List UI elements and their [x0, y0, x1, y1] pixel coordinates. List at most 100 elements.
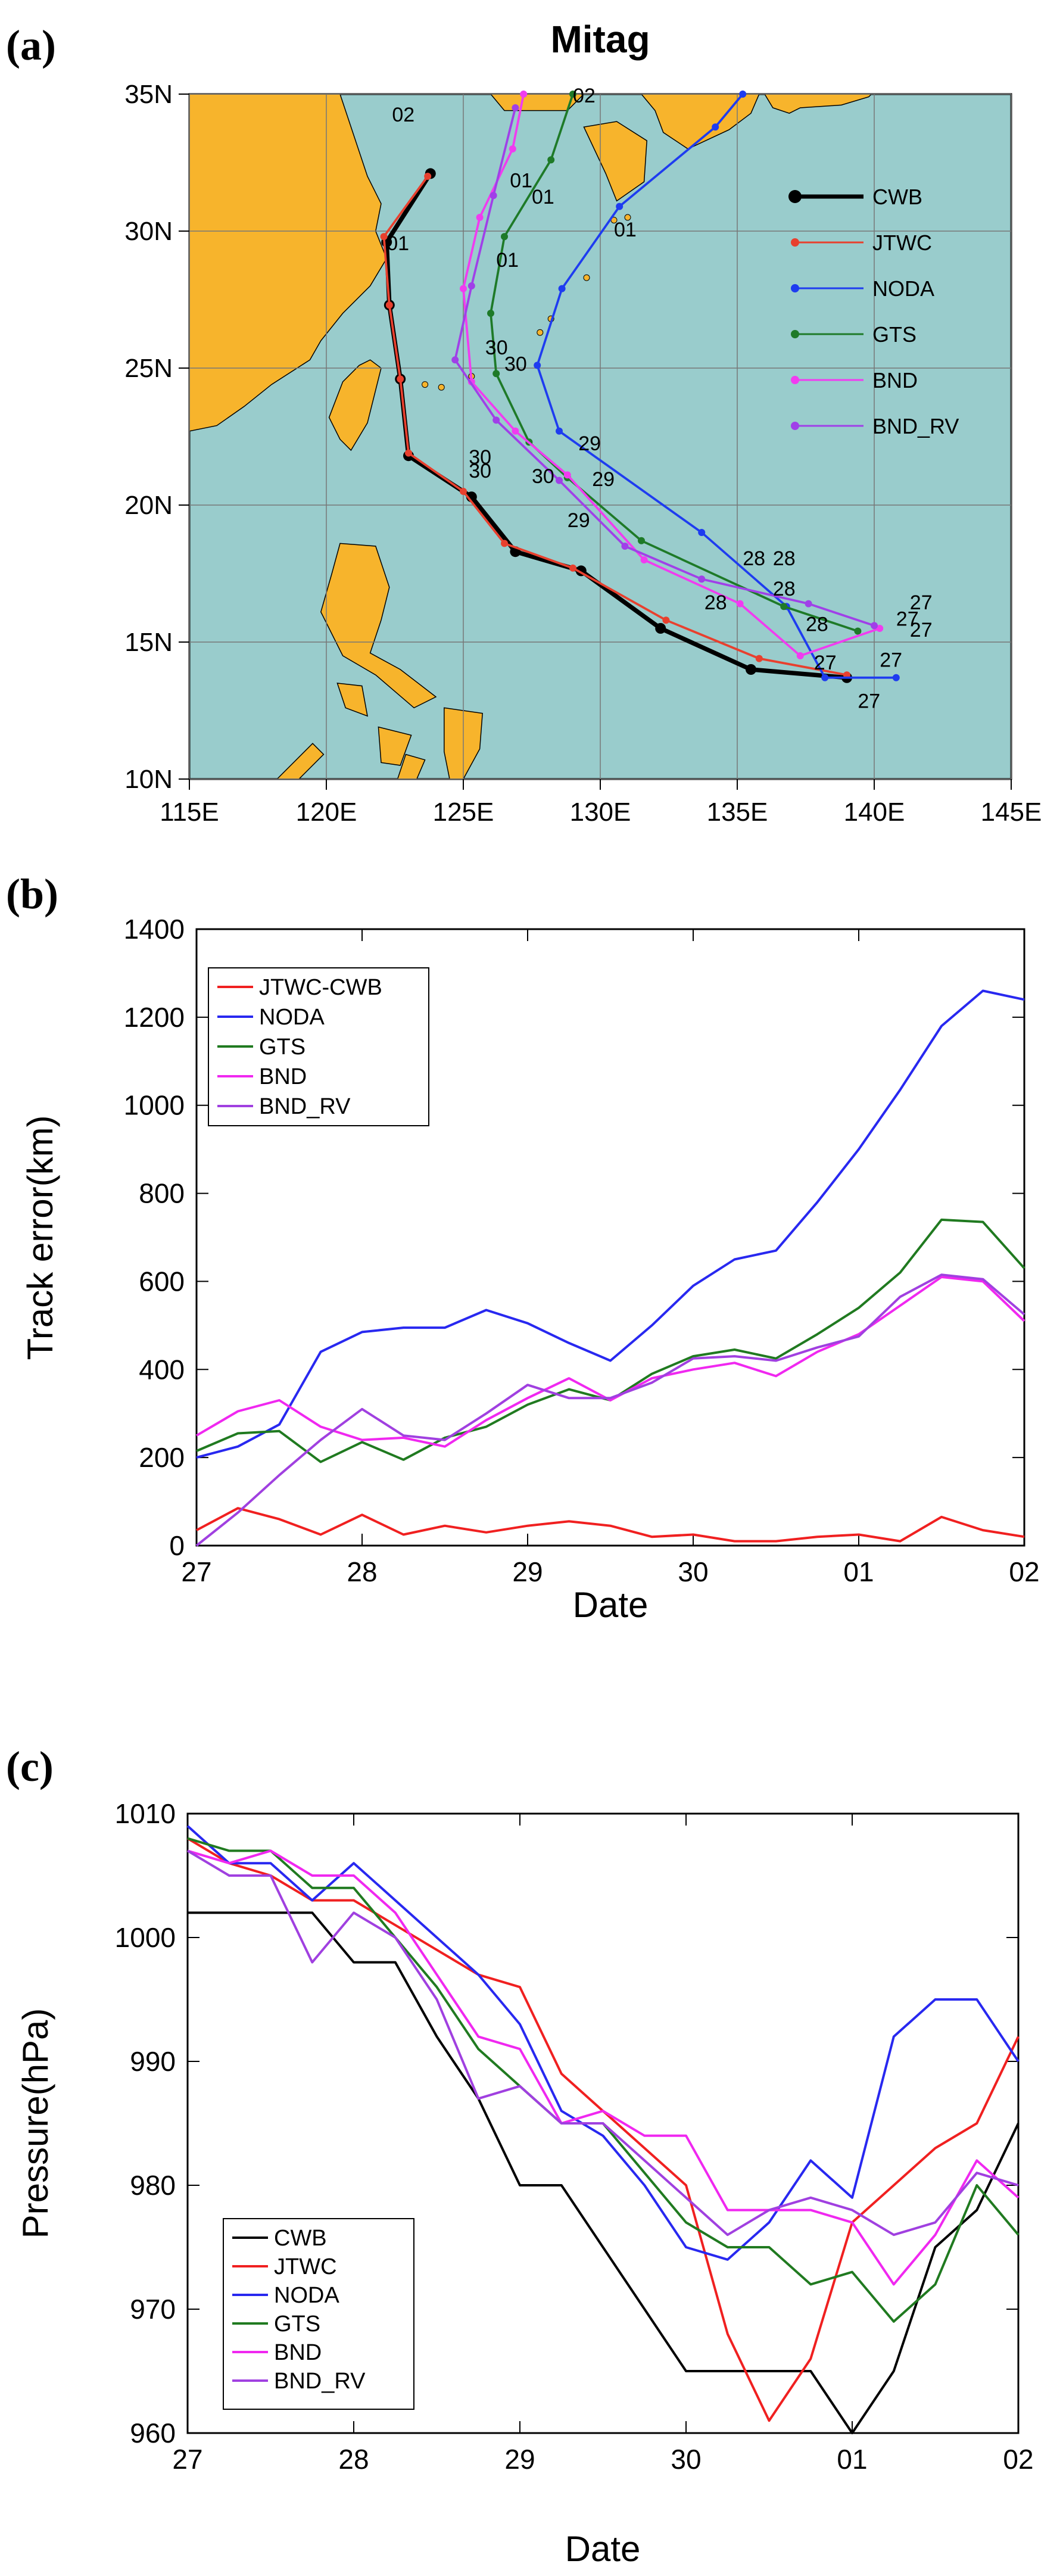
y-tick-label: 0 — [169, 1530, 185, 1561]
track-point-cwb — [655, 623, 666, 634]
track-point-jtwc — [755, 655, 763, 662]
date-label: 30 — [469, 446, 491, 469]
legend: JTWC-CWB NODA GTS BND BND_RV — [208, 967, 429, 1126]
track-point-jtwc — [662, 616, 670, 624]
track-point-bnd — [640, 556, 648, 563]
y-tick-label: 970 — [130, 2294, 176, 2325]
date-label: 27 — [880, 649, 902, 671]
legend-label-jtwc: JTWC — [872, 230, 932, 255]
date-label: 28 — [806, 613, 828, 636]
legend-label-noda: NODA — [259, 1005, 325, 1030]
track-point-gts — [854, 627, 862, 635]
track-point-noda — [698, 529, 706, 536]
track-point-bnd-rv — [451, 356, 459, 364]
legend-label-gts: GTS — [872, 322, 917, 347]
track-point-noda — [739, 91, 747, 98]
track-point-bnd — [512, 427, 519, 435]
track-point-noda — [821, 674, 829, 681]
y-tick-label: 1200 — [124, 1002, 185, 1033]
land-luzon — [320, 543, 437, 709]
date-label: 02 — [392, 104, 414, 126]
date-label: 28 — [773, 547, 796, 570]
date-label: 01 — [510, 169, 532, 192]
date-label: 30 — [469, 460, 491, 482]
legend-label-noda: NODA — [274, 2283, 339, 2308]
series-line-bnd — [187, 1849, 1020, 2286]
track-lines — [380, 91, 900, 683]
tick-label-lon: 145E — [981, 798, 1042, 827]
x-tick-label: 29 — [504, 2444, 535, 2475]
date-label: 01 — [532, 186, 554, 208]
track-point-bnd-rv — [805, 600, 812, 608]
track-point-bnd-rv — [871, 622, 878, 630]
tick-label-lon: 140E — [844, 798, 905, 827]
y-tick-label: 800 — [139, 1178, 185, 1209]
panel-label-c: (c) — [6, 1743, 54, 1790]
y-tick-label: 400 — [139, 1354, 185, 1385]
land-panay — [378, 726, 412, 766]
legend-marker-gts — [791, 330, 799, 338]
date-label: 01 — [386, 232, 409, 255]
track-point-jtwc — [569, 564, 576, 572]
tick-label-lat: 15N — [124, 628, 173, 657]
date-label: 27 — [858, 690, 880, 712]
pressure-chart: 960 970 980 990 1000 1010 27 28 29 30 01 02 CWB JTWC… — [15, 1798, 1034, 2569]
legend-marker-bnd — [791, 376, 799, 384]
track-noda — [536, 93, 896, 679]
y-tick-label: 1000 — [115, 1922, 176, 1953]
date-label: 28 — [773, 578, 796, 600]
legend-label-gts: GTS — [259, 1035, 306, 1060]
y-tick-label: 990 — [130, 2046, 176, 2077]
land-shikoku-honshu — [640, 94, 760, 149]
tick-label-lon: 115E — [160, 798, 219, 827]
series-line-noda — [196, 989, 1025, 1459]
date-label: 02 — [573, 85, 596, 107]
date-label: 29 — [592, 468, 615, 491]
legend-marker-jtwc — [791, 238, 799, 247]
date-label: 27 — [896, 608, 919, 630]
legend-label-bnd: BND — [274, 2340, 322, 2365]
tick-label-lon: 135E — [707, 798, 768, 827]
x-tick-label: 30 — [671, 2444, 701, 2475]
track-point-noda — [558, 285, 566, 292]
date-label: 29 — [568, 509, 590, 532]
track-point-bnd-rv — [621, 543, 629, 550]
y-tick-label: 1000 — [124, 1090, 185, 1121]
land-honshu-east — [763, 94, 873, 114]
legend-marker-noda — [791, 284, 799, 292]
track-point-jtwc — [405, 449, 412, 457]
track-point-gts — [492, 370, 500, 378]
x-tick-label: 01 — [837, 2444, 867, 2475]
y-tick-label: 1010 — [115, 1798, 176, 1829]
track-point-bnd — [796, 652, 804, 659]
legend-label-bnd-rv: BND_RV — [872, 414, 959, 438]
track-point-gts — [487, 310, 494, 317]
x-tick-label: 28 — [338, 2444, 369, 2475]
track-point-gts — [569, 91, 576, 98]
track-point-bnd-rv — [698, 575, 706, 583]
track-point-bnd — [520, 91, 528, 98]
land-masses — [189, 94, 873, 780]
track-bnd-rv — [454, 107, 875, 627]
legend-marker-bnd-rv — [791, 422, 799, 430]
date-label: 30 — [532, 465, 554, 488]
x-tick-label: 02 — [1003, 2444, 1033, 2475]
date-label: 28 — [743, 547, 765, 570]
x-tick-label: 02 — [1009, 1556, 1039, 1587]
track-point-bnd-rv — [556, 476, 563, 484]
track-point-bnd-rv — [492, 416, 500, 424]
legend-label-bnd-rv: BND_RV — [274, 2369, 366, 2394]
x-tick-label: 28 — [347, 1556, 377, 1587]
date-label: 01 — [614, 219, 637, 241]
island-4 — [583, 274, 590, 281]
y-tick-label: 600 — [139, 1266, 185, 1297]
track-gts — [490, 94, 858, 633]
track-point-bnd-rv — [490, 192, 497, 200]
island-6 — [624, 214, 631, 221]
date-label: 30 — [485, 337, 508, 359]
track-point-bnd — [736, 600, 744, 608]
legend-label-bnd: BND — [872, 368, 918, 393]
legend-label-gts: GTS — [274, 2312, 320, 2337]
tick-label-lon: 120E — [296, 798, 357, 827]
